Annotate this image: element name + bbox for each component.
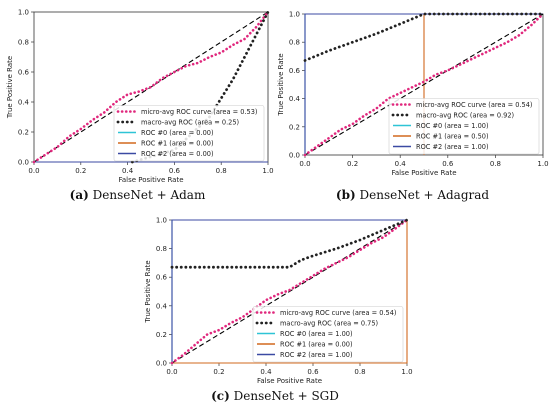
x-tick-label: 1.0 — [537, 160, 548, 168]
roc-chart-a: 0.0 0.2 0.4 0.6 0.8 1.0 0.0 0.2 0.4 0.6 0.8 1.0 Fals… — [6, 9, 274, 185]
caption-c: (c) DenseNet + SGD — [137, 389, 413, 403]
legend-label: macro-avg ROC (area = 0.92) — [416, 112, 514, 120]
y-axis-label: True Positive Rate — [144, 260, 152, 323]
caption-b-text: DenseNet + Adagrad — [359, 188, 490, 202]
legend-label: ROC #0 (area = 1.00) — [416, 122, 489, 130]
y-tick-label: 0.2 — [289, 123, 300, 131]
macro-avg-roc-line — [170, 218, 409, 269]
macro-avg-roc-line — [303, 12, 545, 62]
x-tick-label: 0.8 — [216, 167, 227, 175]
x-tick-label: 0.2 — [75, 167, 86, 175]
micro-avg-roc-line — [32, 10, 270, 164]
y-tick-label: 0.0 — [289, 152, 300, 160]
x-tick-label: 0.8 — [490, 160, 501, 168]
micro-avg-roc-line — [303, 12, 545, 157]
y-tick-label: 0.8 — [18, 39, 29, 47]
y-axis-label: True Positive Rate — [277, 53, 285, 116]
caption-c-text: DenseNet + SGD — [233, 389, 339, 403]
x-axis-label: False Positive Rate — [257, 377, 322, 385]
x-axis-label: False Positive Rate — [118, 176, 183, 184]
caption-b-tag: (b) — [335, 188, 356, 202]
x-tick-label: 0.0 — [28, 167, 39, 175]
legend-box — [252, 306, 404, 363]
legend-label: ROC #0 (area = 0.00) — [141, 129, 214, 137]
x-tick-label: 0.2 — [213, 368, 224, 376]
micro-avg-roc-line — [170, 218, 409, 365]
caption-a-tag: (a) — [69, 188, 89, 202]
y-tick-label: 0.6 — [156, 274, 168, 282]
x-tick-label: 0.8 — [354, 368, 365, 376]
x-tick-label: 1.0 — [401, 368, 412, 376]
x-tick-label: 0.6 — [307, 368, 319, 376]
x-tick-label: 0.0 — [299, 160, 310, 168]
legend-label: macro-avg ROC (area = 0.75) — [280, 320, 378, 328]
legend-label: micro-avg ROC curve (area = 0.54) — [280, 309, 397, 317]
y-tick-label: 0.2 — [156, 331, 167, 339]
x-tick-label: 0.6 — [169, 167, 181, 175]
y-tick-label: 0.4 — [156, 302, 168, 310]
panel-c: 0.0 0.2 0.4 0.6 0.8 1.0 0.0 0.2 0.4 0.6 0.8 1.0 Fals… — [137, 208, 413, 409]
y-tick-label: 0.0 — [18, 159, 29, 167]
legend-box — [113, 105, 265, 162]
chance-diagonal-line — [171, 219, 408, 364]
y-tick-label: 0.8 — [156, 245, 167, 253]
legend-label: ROC #2 (area = 0.00) — [141, 150, 214, 158]
y-tick-label: 0.4 — [289, 95, 301, 103]
y-tick-label: 1.0 — [18, 9, 29, 17]
x-tick-label: 0.4 — [395, 160, 407, 168]
legend-label: ROC #1 (area = 0.00) — [141, 140, 214, 148]
legend-label: ROC #2 (area = 1.00) — [416, 143, 489, 151]
y-tick-label: 0.6 — [289, 67, 301, 75]
y-tick-label: 1.0 — [156, 217, 167, 225]
legend-label: ROC #1 (area = 0.50) — [416, 133, 489, 141]
legend-box — [388, 98, 540, 155]
roc-class-line — [172, 220, 408, 364]
legend-label: macro-avg ROC (area = 0.25) — [141, 119, 239, 127]
x-axis-label: False Positive Rate — [391, 169, 456, 177]
x-tick-label: 0.0 — [166, 368, 177, 376]
x-tick-label: 0.6 — [442, 160, 454, 168]
caption-c-tag: (c) — [211, 389, 230, 403]
roc-chart-b: 0.0 0.2 0.4 0.6 0.8 1.0 0.0 0.2 0.4 0.6 0.8 1.0 Fals… — [277, 11, 549, 178]
legend-label: micro-avg ROC curve (area = 0.54) — [416, 101, 533, 109]
x-tick-label: 0.4 — [122, 167, 134, 175]
caption-a: (a) DenseNet + Adam — [0, 188, 275, 202]
y-tick-label: 0.6 — [18, 69, 30, 77]
roc-class-line — [171, 219, 407, 363]
legend-label: ROC #0 (area = 1.00) — [280, 330, 353, 338]
panel-b: 0.0 0.2 0.4 0.6 0.8 1.0 0.0 0.2 0.4 0.6 0.8 1.0 Fals… — [275, 0, 550, 205]
x-tick-label: 0.2 — [347, 160, 358, 168]
legend-label: ROC #2 (area = 1.00) — [280, 351, 353, 359]
x-tick-label: 0.4 — [260, 368, 272, 376]
x-tick-label: 1.0 — [262, 167, 273, 175]
roc-class-line — [304, 13, 543, 155]
panel-a: 0.0 0.2 0.4 0.6 0.8 1.0 0.0 0.2 0.4 0.6 0.8 1.0 Fals… — [0, 0, 275, 205]
chance-diagonal-line — [304, 13, 544, 156]
y-tick-label: 0.4 — [18, 99, 30, 107]
y-tick-label: 0.2 — [18, 129, 29, 137]
y-axis-label: True Positive Rate — [6, 56, 14, 119]
y-tick-label: 0.8 — [289, 39, 300, 47]
y-tick-label: 0.0 — [156, 360, 167, 368]
caption-b: (b) DenseNet + Adagrad — [275, 188, 550, 202]
legend-label: micro-avg ROC curve (area = 0.53) — [141, 108, 258, 116]
caption-a-text: DenseNet + Adam — [92, 188, 206, 202]
legend-label: ROC #1 (area = 0.00) — [280, 341, 353, 349]
y-tick-label: 1.0 — [289, 11, 300, 19]
roc-chart-c: 0.0 0.2 0.4 0.6 0.8 1.0 0.0 0.2 0.4 0.6 0.8 1.0 Fals… — [144, 217, 413, 386]
